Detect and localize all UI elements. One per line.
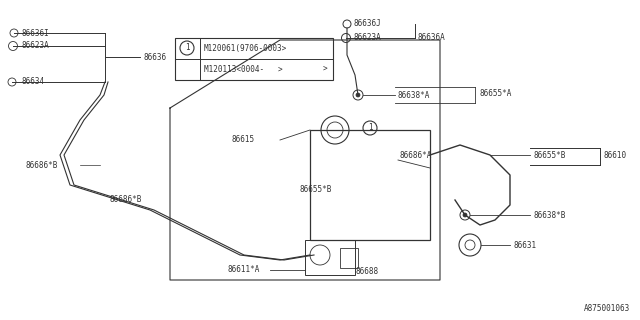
Text: 1: 1 bbox=[368, 124, 372, 132]
Text: 86636I: 86636I bbox=[21, 28, 49, 37]
Text: 86636J: 86636J bbox=[354, 20, 381, 28]
Text: >: > bbox=[323, 65, 328, 74]
Circle shape bbox=[463, 213, 467, 217]
Bar bbox=[340, 248, 358, 268]
Text: 86688: 86688 bbox=[355, 268, 378, 276]
Text: 86623A: 86623A bbox=[354, 34, 381, 43]
Text: 86631: 86631 bbox=[513, 241, 536, 250]
Text: 86636A: 86636A bbox=[418, 34, 445, 43]
Text: 86638*B: 86638*B bbox=[533, 211, 565, 220]
Bar bbox=[175, 38, 333, 80]
Text: 86655*B: 86655*B bbox=[533, 150, 565, 159]
Text: 86615: 86615 bbox=[232, 135, 255, 145]
Text: 86686*B: 86686*B bbox=[110, 196, 142, 204]
Text: 86638*A: 86638*A bbox=[398, 91, 430, 100]
Text: 86610: 86610 bbox=[604, 151, 627, 161]
Text: M120113<0004-   >: M120113<0004- > bbox=[204, 65, 283, 74]
Circle shape bbox=[356, 93, 360, 97]
Text: 86636: 86636 bbox=[143, 52, 166, 61]
Text: 86686*B: 86686*B bbox=[25, 161, 58, 170]
Text: 86623A: 86623A bbox=[21, 42, 49, 51]
Text: 86611*A: 86611*A bbox=[228, 266, 260, 275]
Text: 86634: 86634 bbox=[21, 77, 44, 86]
Text: 86655*B: 86655*B bbox=[300, 186, 332, 195]
Text: 86655*A: 86655*A bbox=[480, 89, 513, 98]
Text: 86686*A: 86686*A bbox=[400, 150, 433, 159]
Bar bbox=[310, 130, 430, 240]
Text: A875001063: A875001063 bbox=[584, 304, 630, 313]
Text: 1: 1 bbox=[185, 44, 189, 52]
Bar bbox=[305, 240, 355, 275]
Text: M120061(9706-0003>: M120061(9706-0003> bbox=[204, 44, 287, 53]
